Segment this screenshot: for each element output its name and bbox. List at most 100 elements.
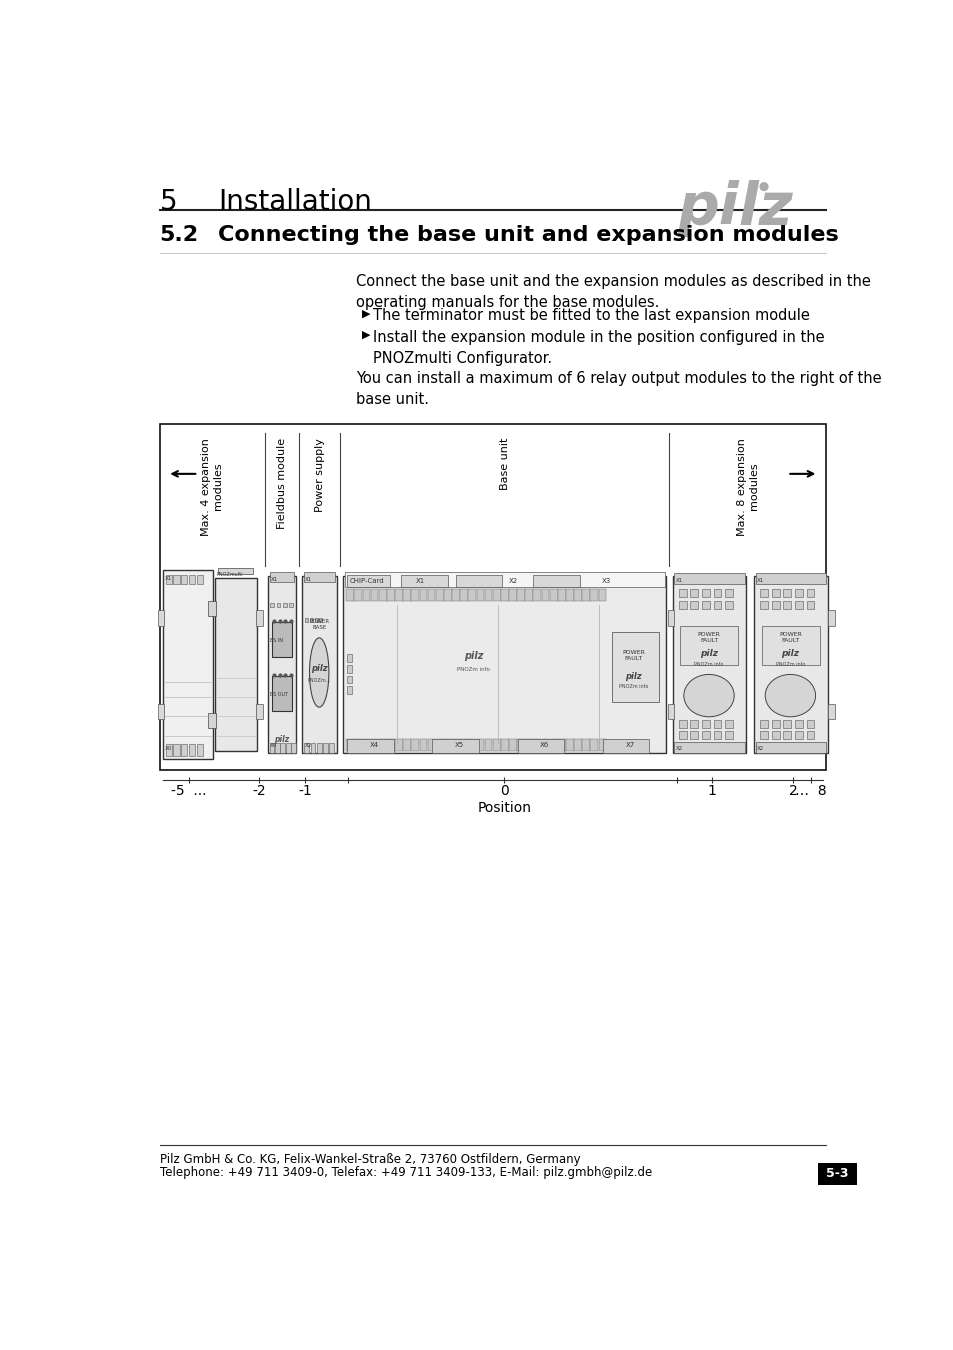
Text: CHIP-Card: CHIP-Card	[349, 578, 384, 585]
Bar	[690, 601, 698, 609]
Text: X1: X1	[304, 576, 312, 582]
Bar	[459, 738, 468, 751]
Text: Install the expansion module in the position configured in the
PNOZmulti Configu: Install the expansion module in the posi…	[373, 329, 823, 366]
Bar	[674, 574, 744, 585]
Bar	[158, 705, 164, 720]
Bar	[347, 738, 394, 752]
Bar	[590, 589, 598, 601]
Bar	[827, 705, 834, 720]
Text: POWER
FAULT: POWER FAULT	[779, 632, 801, 644]
Bar	[476, 589, 484, 601]
Bar	[679, 626, 738, 664]
Bar	[411, 738, 418, 751]
Bar	[724, 590, 732, 597]
Bar	[806, 721, 814, 728]
Bar	[690, 721, 698, 728]
Bar	[419, 738, 427, 751]
Text: Position: Position	[476, 801, 531, 815]
Bar	[806, 732, 814, 738]
Bar	[401, 575, 447, 587]
Text: Power supply: Power supply	[314, 437, 324, 512]
Text: X2: X2	[675, 747, 682, 751]
Bar	[162, 570, 213, 759]
Bar	[713, 601, 720, 609]
Bar	[771, 590, 779, 597]
Bar	[612, 632, 658, 702]
Bar	[827, 610, 834, 625]
Bar	[270, 744, 274, 752]
Text: …  8: … 8	[794, 784, 825, 798]
Bar	[602, 738, 649, 752]
Bar	[310, 618, 313, 622]
Bar	[598, 589, 606, 601]
Text: X0: X0	[165, 747, 172, 751]
Bar	[355, 589, 362, 601]
Text: pilz: pilz	[700, 648, 718, 657]
Bar	[189, 744, 195, 756]
Bar	[484, 738, 492, 751]
Bar	[427, 738, 435, 751]
Text: 5.2: 5.2	[159, 225, 198, 246]
Bar	[456, 575, 501, 587]
Bar	[667, 610, 674, 625]
Text: X4: X4	[369, 743, 378, 748]
Bar	[713, 721, 720, 728]
Bar	[272, 622, 292, 657]
Bar	[753, 576, 827, 752]
Text: 0: 0	[499, 784, 508, 798]
Bar	[679, 732, 686, 738]
Bar	[549, 738, 557, 751]
Bar	[713, 732, 720, 738]
Bar	[395, 589, 402, 601]
Bar	[794, 590, 802, 597]
Bar	[256, 610, 262, 625]
Bar	[782, 590, 790, 597]
Text: ES IN: ES IN	[270, 637, 283, 643]
Text: X0: X0	[270, 743, 276, 748]
Bar	[771, 601, 779, 609]
Bar	[432, 738, 478, 752]
Bar	[196, 744, 203, 756]
Bar	[323, 744, 328, 752]
Bar	[565, 589, 573, 601]
Bar	[344, 571, 664, 587]
Bar	[166, 744, 172, 756]
Text: Installation: Installation	[218, 188, 372, 216]
Bar	[782, 732, 790, 738]
Text: Max. 4 expansion
modules: Max. 4 expansion modules	[201, 437, 223, 536]
Bar	[319, 618, 322, 622]
Bar	[196, 575, 203, 585]
Bar	[387, 589, 395, 601]
Bar	[760, 732, 767, 738]
Bar	[181, 744, 187, 756]
Bar	[173, 575, 179, 585]
Bar	[794, 732, 802, 738]
Bar	[581, 738, 590, 751]
Text: X5: X5	[455, 743, 463, 748]
Bar	[276, 603, 280, 608]
Bar	[159, 424, 825, 771]
Text: X3: X3	[601, 578, 611, 585]
Text: 5-3: 5-3	[825, 1168, 848, 1180]
Text: ▶: ▶	[361, 329, 370, 340]
Bar	[771, 732, 779, 738]
Bar	[574, 589, 581, 601]
Bar	[280, 744, 285, 752]
Bar	[362, 738, 370, 751]
Bar	[517, 738, 563, 752]
Bar	[329, 744, 334, 752]
Text: pilz: pilz	[311, 664, 327, 674]
Text: -5  ...: -5 ...	[172, 784, 207, 798]
Text: pilz: pilz	[781, 648, 799, 657]
Bar	[724, 721, 732, 728]
Bar	[713, 590, 720, 597]
Bar	[314, 618, 317, 622]
Bar	[268, 576, 295, 752]
Text: Connecting the base unit and expansion modules: Connecting the base unit and expansion m…	[218, 225, 839, 246]
Bar	[158, 610, 164, 625]
Bar	[525, 738, 533, 751]
Text: Pilz GmbH & Co. KG, Felix-Wankel-Straße 2, 73760 Ostfildern, Germany: Pilz GmbH & Co. KG, Felix-Wankel-Straße …	[159, 1153, 579, 1166]
Bar	[760, 626, 819, 664]
Bar	[346, 738, 354, 751]
Bar	[806, 590, 814, 597]
